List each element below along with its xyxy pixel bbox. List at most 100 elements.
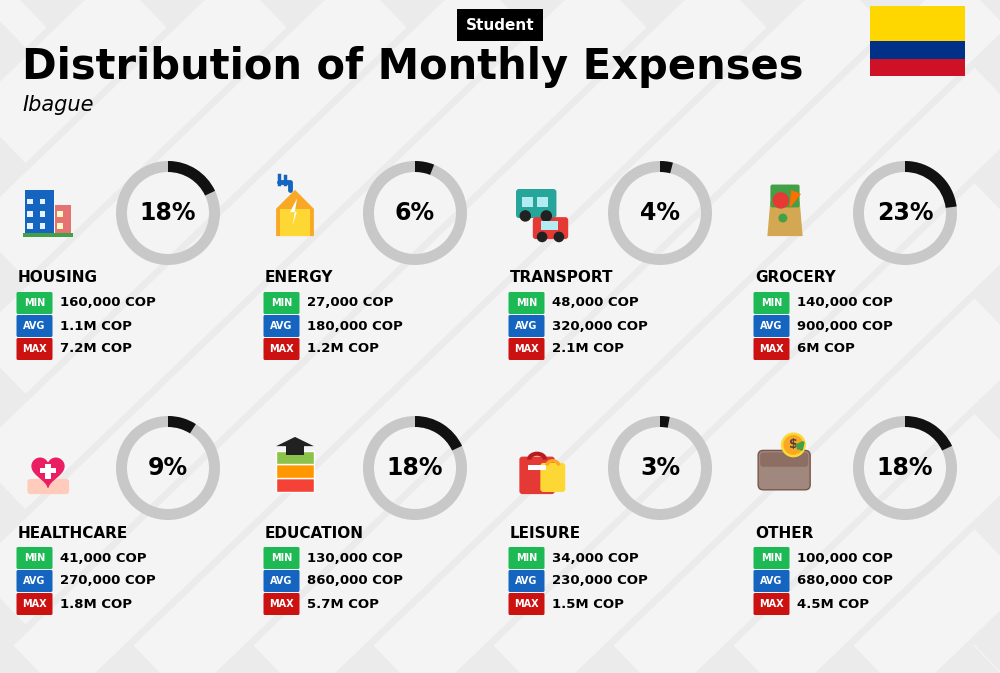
FancyBboxPatch shape bbox=[55, 205, 71, 236]
Text: EDUCATION: EDUCATION bbox=[265, 526, 364, 540]
FancyBboxPatch shape bbox=[754, 338, 790, 360]
Text: 270,000 COP: 270,000 COP bbox=[60, 575, 156, 588]
FancyBboxPatch shape bbox=[280, 209, 310, 236]
Text: 1.2M COP: 1.2M COP bbox=[307, 343, 379, 355]
FancyBboxPatch shape bbox=[16, 570, 52, 592]
Polygon shape bbox=[276, 190, 314, 236]
FancyBboxPatch shape bbox=[27, 223, 33, 229]
Text: MIN: MIN bbox=[271, 298, 292, 308]
Text: 4%: 4% bbox=[640, 201, 680, 225]
Text: 34,000 COP: 34,000 COP bbox=[552, 551, 639, 565]
FancyBboxPatch shape bbox=[286, 446, 304, 454]
Text: 6M COP: 6M COP bbox=[797, 343, 855, 355]
Circle shape bbox=[554, 232, 564, 242]
FancyBboxPatch shape bbox=[16, 338, 52, 360]
FancyBboxPatch shape bbox=[870, 59, 965, 76]
FancyBboxPatch shape bbox=[870, 41, 965, 59]
Text: MIN: MIN bbox=[516, 553, 537, 563]
FancyBboxPatch shape bbox=[537, 197, 548, 207]
Text: 900,000 COP: 900,000 COP bbox=[797, 320, 893, 332]
FancyBboxPatch shape bbox=[264, 570, 300, 592]
FancyBboxPatch shape bbox=[57, 223, 63, 229]
Wedge shape bbox=[415, 161, 434, 175]
FancyBboxPatch shape bbox=[264, 338, 300, 360]
Text: MIN: MIN bbox=[761, 553, 782, 563]
Text: MIN: MIN bbox=[761, 298, 782, 308]
FancyBboxPatch shape bbox=[509, 547, 544, 569]
Wedge shape bbox=[168, 161, 215, 196]
FancyBboxPatch shape bbox=[509, 292, 544, 314]
Wedge shape bbox=[116, 161, 220, 265]
Text: 100,000 COP: 100,000 COP bbox=[797, 551, 893, 565]
Text: 18%: 18% bbox=[387, 456, 443, 480]
Text: MIN: MIN bbox=[271, 553, 292, 563]
Text: 48,000 COP: 48,000 COP bbox=[552, 297, 639, 310]
Wedge shape bbox=[363, 161, 467, 265]
FancyBboxPatch shape bbox=[264, 315, 300, 337]
Circle shape bbox=[537, 232, 547, 242]
FancyBboxPatch shape bbox=[16, 292, 52, 314]
Text: 140,000 COP: 140,000 COP bbox=[797, 297, 893, 310]
FancyBboxPatch shape bbox=[870, 6, 965, 41]
FancyBboxPatch shape bbox=[16, 547, 52, 569]
FancyBboxPatch shape bbox=[40, 468, 56, 473]
Text: 9%: 9% bbox=[148, 456, 188, 480]
Wedge shape bbox=[415, 416, 462, 450]
FancyBboxPatch shape bbox=[509, 315, 544, 337]
Wedge shape bbox=[853, 161, 957, 265]
FancyBboxPatch shape bbox=[519, 456, 555, 494]
FancyBboxPatch shape bbox=[509, 593, 544, 615]
Wedge shape bbox=[608, 161, 712, 265]
Text: MAX: MAX bbox=[514, 599, 539, 609]
Text: 3%: 3% bbox=[640, 456, 680, 480]
Wedge shape bbox=[168, 416, 196, 433]
Text: 1.5M COP: 1.5M COP bbox=[552, 598, 624, 610]
FancyBboxPatch shape bbox=[16, 315, 52, 337]
Text: AVG: AVG bbox=[270, 576, 293, 586]
Text: 27,000 COP: 27,000 COP bbox=[307, 297, 393, 310]
Text: 23%: 23% bbox=[877, 201, 933, 225]
Wedge shape bbox=[660, 416, 670, 428]
FancyBboxPatch shape bbox=[770, 184, 800, 207]
Text: 180,000 COP: 180,000 COP bbox=[307, 320, 403, 332]
Text: MAX: MAX bbox=[514, 344, 539, 354]
FancyBboxPatch shape bbox=[264, 292, 300, 314]
Text: 320,000 COP: 320,000 COP bbox=[552, 320, 648, 332]
Text: 230,000 COP: 230,000 COP bbox=[552, 575, 648, 588]
Text: AVG: AVG bbox=[23, 321, 46, 331]
FancyBboxPatch shape bbox=[754, 570, 790, 592]
Circle shape bbox=[520, 211, 530, 221]
FancyBboxPatch shape bbox=[40, 211, 45, 217]
Text: Ibague: Ibague bbox=[22, 95, 94, 115]
Text: 7.2M COP: 7.2M COP bbox=[60, 343, 132, 355]
FancyBboxPatch shape bbox=[45, 464, 51, 479]
FancyBboxPatch shape bbox=[40, 223, 45, 229]
Text: $: $ bbox=[789, 438, 798, 452]
FancyBboxPatch shape bbox=[276, 464, 314, 479]
Polygon shape bbox=[276, 437, 314, 446]
Wedge shape bbox=[853, 416, 957, 520]
FancyBboxPatch shape bbox=[276, 479, 314, 492]
Text: GROCERY: GROCERY bbox=[755, 271, 836, 285]
FancyBboxPatch shape bbox=[27, 211, 33, 217]
FancyBboxPatch shape bbox=[57, 211, 63, 217]
Text: AVG: AVG bbox=[515, 321, 538, 331]
Polygon shape bbox=[767, 201, 803, 236]
Text: OTHER: OTHER bbox=[755, 526, 813, 540]
FancyBboxPatch shape bbox=[516, 189, 556, 218]
Text: MAX: MAX bbox=[22, 344, 47, 354]
Wedge shape bbox=[660, 161, 673, 173]
Text: AVG: AVG bbox=[760, 576, 783, 586]
FancyBboxPatch shape bbox=[754, 593, 790, 615]
FancyBboxPatch shape bbox=[758, 450, 810, 490]
FancyBboxPatch shape bbox=[541, 221, 558, 229]
Text: 130,000 COP: 130,000 COP bbox=[307, 551, 403, 565]
FancyBboxPatch shape bbox=[509, 570, 544, 592]
Text: 6%: 6% bbox=[395, 201, 435, 225]
Wedge shape bbox=[905, 161, 957, 208]
FancyBboxPatch shape bbox=[754, 547, 790, 569]
Text: 680,000 COP: 680,000 COP bbox=[797, 575, 893, 588]
FancyBboxPatch shape bbox=[509, 338, 544, 360]
Text: MAX: MAX bbox=[269, 599, 294, 609]
Circle shape bbox=[779, 214, 787, 222]
